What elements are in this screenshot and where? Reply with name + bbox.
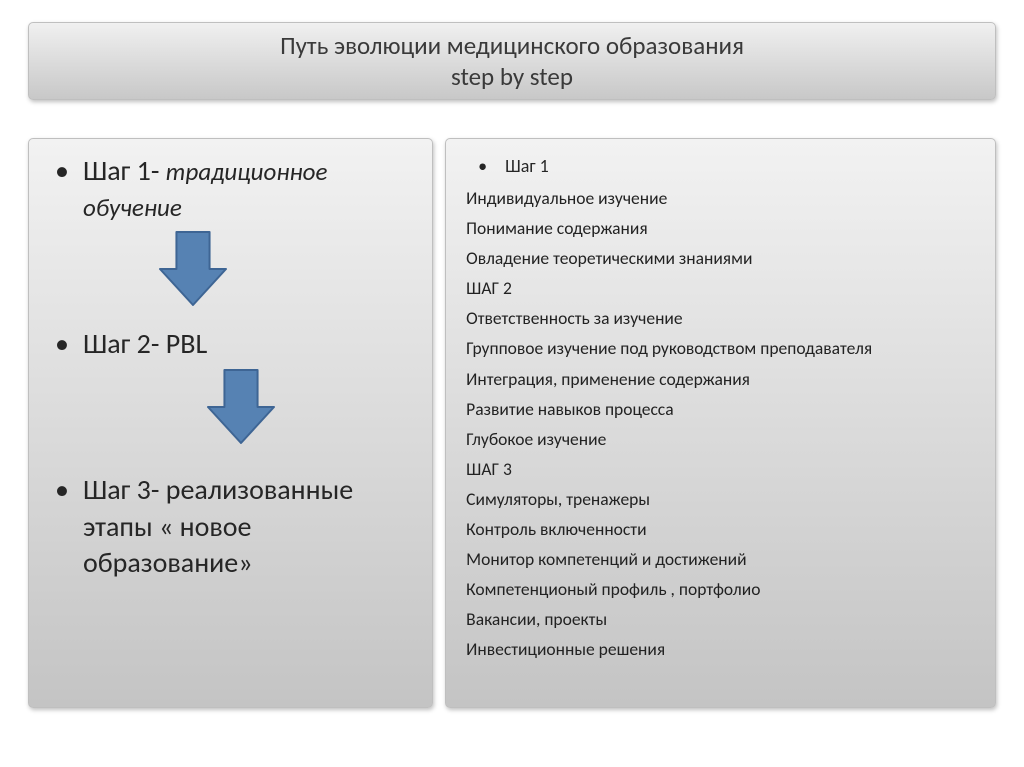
bullet-icon: • bbox=[55, 153, 69, 188]
right-line: Овладение теоретическими знаниями bbox=[466, 243, 975, 273]
down-arrow-icon bbox=[157, 230, 229, 308]
right-head-text: Шаг 1 bbox=[505, 155, 549, 177]
left-panel: • Шаг 1- традиционное обучение • Шаг 2- … bbox=[28, 138, 433, 708]
bullet-icon: • bbox=[55, 326, 69, 361]
right-line: Симуляторы, тренажеры bbox=[466, 484, 975, 514]
left-step-3: • Шаг 3- реализованные этапы « новое обр… bbox=[49, 472, 412, 581]
right-line: Монитор компетенций и достижений bbox=[466, 544, 975, 574]
right-line: Контроль включенности bbox=[466, 514, 975, 544]
right-line: ШАГ 3 bbox=[466, 454, 975, 484]
right-line: Индивидуальное изучение bbox=[466, 183, 975, 213]
right-line: Инвестиционные решения bbox=[466, 634, 975, 664]
right-line: Понимание содержания bbox=[466, 213, 975, 243]
right-line: Групповое изучение под руководством преп… bbox=[466, 333, 975, 363]
right-line: ШАГ 2 bbox=[466, 273, 975, 303]
left-step-2: • Шаг 2- PBL bbox=[49, 326, 412, 362]
bullet-icon: • bbox=[55, 472, 69, 507]
title-line-1: Путь эволюции медицинского образования bbox=[280, 30, 744, 61]
left-step-1-text: Шаг 1- традиционное обучение bbox=[83, 153, 412, 226]
bullet-icon: • bbox=[478, 155, 487, 177]
right-line: Глубокое изучение bbox=[466, 424, 975, 454]
arrow-2-wrap bbox=[49, 368, 412, 446]
left-step-1: • Шаг 1- традиционное обучение bbox=[49, 153, 412, 226]
arrow-1-wrap bbox=[49, 230, 412, 308]
right-line: Вакансии, проекты bbox=[466, 604, 975, 634]
right-line: Интеграция, применение содержания bbox=[466, 364, 975, 394]
right-line: Развитие навыков процесса bbox=[466, 394, 975, 424]
title-box: Путь эволюции медицинского образования s… bbox=[28, 22, 996, 100]
down-arrow-icon bbox=[205, 368, 277, 446]
right-panel: • Шаг 1 Индивидуальное изучениеПонимание… bbox=[445, 138, 996, 708]
right-step-head: • Шаг 1 bbox=[478, 155, 975, 177]
left-step-1-bold: Шаг 1- bbox=[83, 153, 166, 188]
columns: • Шаг 1- традиционное обучение • Шаг 2- … bbox=[28, 138, 996, 708]
right-line: Ответственность за изучение bbox=[466, 303, 975, 333]
right-lines: Индивидуальное изучениеПонимание содержа… bbox=[466, 183, 975, 665]
left-step-3-text: Шаг 3- реализованные этапы « новое образ… bbox=[83, 472, 412, 581]
left-step-2-text: Шаг 2- PBL bbox=[83, 326, 412, 362]
right-line: Компетенционый профиль , портфолио bbox=[466, 574, 975, 604]
title-line-2: step by step bbox=[451, 61, 573, 92]
